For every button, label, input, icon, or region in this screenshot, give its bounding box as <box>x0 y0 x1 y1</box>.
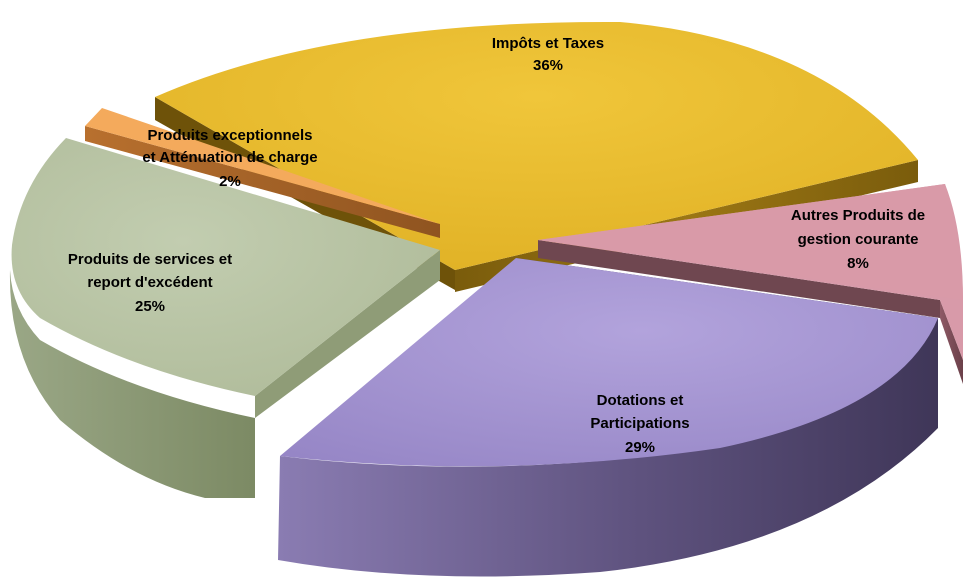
slice-produits-exceptionnels <box>85 108 440 238</box>
slice-labels: Impôts et Taxes 36% Autres Produits de g… <box>68 35 925 456</box>
slice-exceptionnels-side <box>85 126 440 238</box>
slice-services-top <box>11 138 441 396</box>
label-impots-line1: Impôts et Taxes <box>492 35 604 52</box>
label-services-percent: 25% <box>135 298 165 315</box>
label-dotations-percent: 29% <box>625 439 655 456</box>
slice-services-inner-side <box>255 250 440 418</box>
label-dotations-line2: Participations <box>590 415 689 432</box>
slice-autres-top-fill <box>538 184 963 300</box>
label-autres-line1: Autres Produits de <box>791 207 925 224</box>
label-exceptionnels-percent: 2% <box>219 173 241 190</box>
label-dotations-line1: Dotations et <box>597 392 684 409</box>
label-services-line2: report d'excédent <box>87 274 212 291</box>
slice-autres-side-b <box>940 300 963 384</box>
label-services-line1: Produits de services et <box>68 251 232 268</box>
label-exceptionnels-line1: Produits exceptionnels <box>147 127 312 144</box>
label-autres-percent: 8% <box>847 255 869 272</box>
slice-dotations-side <box>278 318 938 577</box>
label-autres-line2: gestion courante <box>798 231 919 248</box>
slice-impots-top <box>155 21 918 270</box>
slice-autres-side-a <box>538 240 940 318</box>
slice-produits-services <box>9 138 441 498</box>
label-exceptionnels-line2: et Atténuation de charge <box>142 149 317 166</box>
slice-dotations <box>278 258 938 577</box>
slice-services-side <box>9 270 255 498</box>
slice-autres-produits <box>538 184 963 384</box>
label-impots-percent: 36% <box>533 57 563 74</box>
slice-exceptionnels-top <box>85 108 440 224</box>
slice-dotations-top <box>280 258 938 467</box>
